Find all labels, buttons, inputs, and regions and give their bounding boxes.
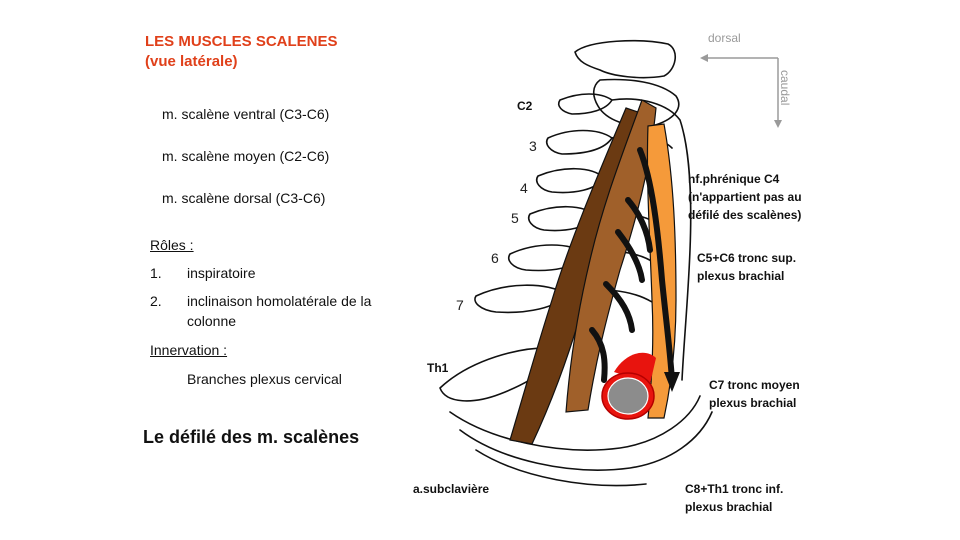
c8th1-line-1: C8+Th1 tronc inf. [685,482,784,496]
c5c6-annotation: C5+C6 tronc sup. plexus brachial [697,249,796,285]
process-c3 [546,129,613,155]
nerve-root-c8 [589,327,608,383]
second-rib [475,449,647,487]
muscle-ventral-label: m. scalène ventral (C3-C6) [162,106,330,122]
muscle-middle-label: m. scalène moyen (C2-C6) [162,148,330,164]
caudal-arrow-icon [774,120,782,128]
vertebra-label-c7: 7 [456,297,464,313]
c8th1-line-2: plexus brachial [685,500,773,514]
vertebral-bodies [611,98,692,381]
phrenic-nerve [637,147,675,383]
phrenic-line-3: défilé des scalènes) [688,208,802,222]
phrenic-nerve-annotation: nf.phrénique C4 (n'appartient pas au déf… [688,170,802,224]
c7-line-1: C7 tronc moyen [709,378,800,392]
c5c6-line-1: C5+C6 tronc sup. [697,251,797,265]
caudal-label: caudal [778,70,792,106]
dorsal-arrow-icon [700,54,708,62]
process-c2 [557,93,613,115]
subclavian-annotation: a.subclavière [413,482,490,496]
vertebra-label-c4: 4 [520,180,528,196]
vertebra-label-c3: 3 [529,138,537,154]
title-line-2: (vue latérale) [145,53,238,70]
dorsal-label: dorsal [708,31,741,45]
nerve-roots [589,147,675,383]
c7-annotation: C7 tronc moyen plexus brachial [709,376,800,412]
innervation-heading: Innervation : [150,342,228,358]
first-rib [449,395,701,451]
nerve-root-c5 [625,197,653,253]
role-1-number: 1. [150,265,162,281]
process-c7 [474,284,567,314]
roles-heading: Rôles : [150,237,194,253]
role-1-text: inspiratoire [187,265,256,281]
c5c6-line-2: plexus brachial [697,269,785,283]
nerve-root-c7 [603,281,635,333]
vertebra-label-c6: 6 [491,250,499,266]
title-line-1: LES MUSCLES SCALENES [145,33,338,50]
orientation-indicator [702,57,779,126]
page-title: LES MUSCLES SCALENES (vue latérale) [145,32,338,72]
c7-line-2: plexus brachial [709,396,797,410]
phrenic-line-1: nf.phrénique C4 [688,172,780,186]
muscle-dorsal-label: m. scalène dorsal (C3-C6) [162,190,326,206]
phrenic-arrow-icon [664,372,680,392]
nerve-root-c6 [615,229,645,283]
subclavian-artery-crest [614,352,656,384]
innervation-text: Branches plexus cervical [187,371,342,387]
role-2-text: inclinaison homolatérale de la colonne [187,293,372,329]
vertebra-label-c5: 5 [511,210,519,226]
c8th1-annotation: C8+Th1 tronc inf. plexus brachial [685,480,783,516]
phrenic-line-2: (n'appartient pas au [688,190,802,204]
process-c4 [536,167,605,194]
defile-title: Le défilé des m. scalènes [143,427,360,447]
vertebra-label-th1: Th1 [427,361,449,375]
atlas-outline [574,39,676,79]
role-2-number: 2. [150,293,162,309]
vertebra-label-c2: C2 [517,99,533,113]
subclavian-artery-lumen [607,377,649,415]
